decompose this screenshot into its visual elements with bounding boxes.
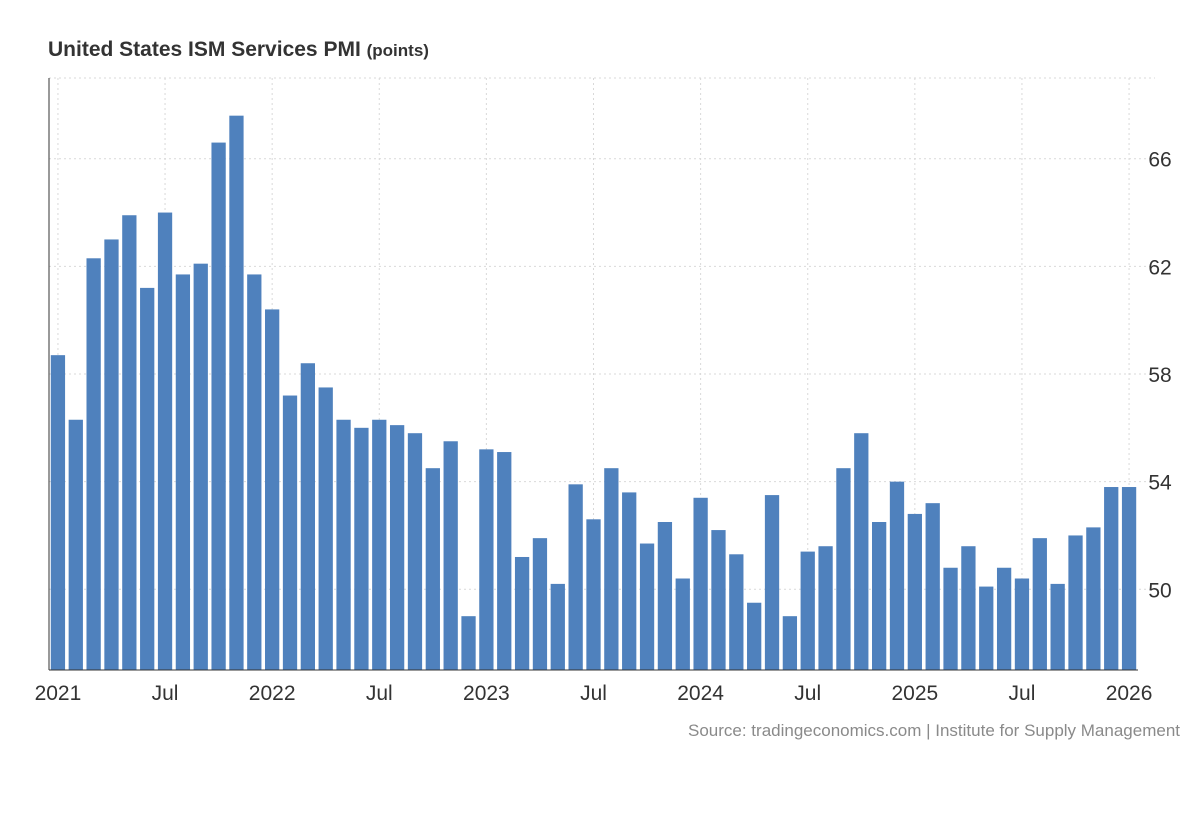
x-tick-label: Jul [1009, 682, 1036, 705]
bar: Jul 2025: 50.4 [1014, 578, 1030, 670]
bar: Dec 2024: 54 [889, 481, 905, 670]
x-tick-label: Jul [366, 682, 393, 705]
y-tick-label: 66 [1148, 149, 1171, 172]
bar: Jun 2021: 61.2 [140, 287, 155, 670]
bars: Jan 2021: 58.7Feb 2021: 56.3Mar 2021: 62… [50, 115, 1137, 671]
bar: Dec 2023: 50.4 [675, 578, 690, 670]
x-tick-label: 2026 [1106, 682, 1153, 705]
bar: Feb 2023: 55.1 [497, 452, 512, 670]
bar: Nov 2023: 52.5 [657, 522, 673, 670]
bar: Nov 2022: 55.5 [443, 441, 458, 670]
bar: Dec 2021: 61.7 [247, 274, 262, 670]
y-tick-label: 50 [1148, 579, 1171, 602]
bar: Jan 2025: 52.8 [907, 513, 922, 670]
bar: Aug 2021: 61.7 [175, 274, 191, 670]
bar: Aug 2025: 51.9 [1032, 538, 1047, 670]
x-tick-label: Jul [580, 682, 607, 705]
axes: 50 54 58 62 66 2021 Jul 2022 Jul 2023 Jul 2024 Jul 20… [35, 78, 1172, 705]
bar: Apr 2024: 49.5 [747, 602, 762, 670]
bar: Aug 2023: 54.5 [604, 468, 619, 670]
bar: Dec 2025: 53.8 [1104, 487, 1119, 670]
bar: Sep 2021: 62.1 [193, 263, 208, 670]
bar: Apr 2023: 51.9 [532, 538, 548, 670]
bar: Mar 2023: 51.2 [514, 556, 530, 670]
bar: Aug 2024: 51.6 [818, 546, 833, 670]
bar: Oct 2025: 52 [1068, 535, 1083, 670]
chart-title: United States ISM Services PMI (points) [48, 38, 429, 62]
bar: Jul 2021: 64 [157, 212, 173, 671]
x-tick-label: 2024 [677, 682, 724, 705]
x-tick-label: 2025 [891, 682, 938, 705]
bar: Jan 2021: 58.7 [50, 355, 66, 670]
bar: Oct 2023: 51.7 [639, 543, 655, 670]
y-tick-label: 62 [1148, 256, 1171, 279]
bar: Jun 2024: 49 [782, 616, 798, 670]
bar: Oct 2021: 66.6 [211, 142, 226, 670]
chart-title-text: United States ISM Services PMI [48, 38, 361, 61]
bar: Jan 2024: 53.4 [693, 497, 708, 670]
x-tick-label: 2023 [463, 682, 510, 705]
bar: Mar 2024: 51.3 [729, 554, 744, 670]
x-tick-label: 2021 [35, 682, 82, 705]
x-tick-label: Jul [152, 682, 179, 705]
bar: Feb 2024: 52.2 [711, 530, 726, 670]
bar: Mar 2025: 50.8 [943, 567, 958, 670]
bar: Jan 2026: 53.8 [1121, 487, 1137, 670]
bar: Jun 2025: 50.8 [996, 567, 1012, 670]
bar: Nov 2021: 67.6 [229, 115, 244, 671]
bar: Mar 2021: 62.3 [86, 258, 101, 670]
bar: Jan 2022: 60.4 [265, 309, 280, 670]
bar: Feb 2025: 53.2 [925, 503, 940, 670]
y-tick-label: 54 [1148, 472, 1172, 495]
bar: Nov 2025: 52.3 [1086, 527, 1101, 670]
bar: Jul 2024: 51.4 [800, 551, 815, 670]
bar: Jul 2023: 52.6 [586, 519, 601, 670]
bar: Apr 2022: 57.5 [318, 387, 333, 670]
bar: Jun 2023: 53.9 [568, 484, 583, 670]
bar: Jan 2023: 55.2 [479, 449, 494, 670]
bar-chart: Jan 2021: 58.7Feb 2021: 56.3Mar 2021: 62… [35, 77, 1172, 705]
bar: Oct 2024: 55.8 [854, 433, 869, 670]
bar: May 2022: 56.3 [336, 419, 351, 670]
bar: Sep 2024: 54.5 [836, 468, 851, 670]
x-tick-label: 2022 [249, 682, 296, 705]
y-tick-label: 58 [1148, 364, 1171, 387]
bar: May 2024: 53.5 [764, 495, 780, 670]
bar: Jun 2022: 56 [354, 427, 369, 670]
source-note: Source: tradingeconomics.com | Institute… [688, 721, 1180, 740]
bar: May 2025: 50.1 [979, 586, 994, 670]
bar: Jul 2022: 56.3 [372, 419, 387, 670]
bar: Apr 2021: 63 [104, 239, 119, 670]
bar: Aug 2022: 56.1 [389, 425, 405, 670]
bar: Sep 2022: 55.8 [407, 433, 423, 670]
bar: Apr 2025: 51.6 [961, 546, 976, 670]
x-tick-label: Jul [794, 682, 821, 705]
bar: Feb 2021: 56.3 [68, 419, 83, 670]
bar: Mar 2022: 58.4 [300, 363, 315, 670]
bar: May 2023: 50.2 [550, 583, 565, 670]
bar: Nov 2024: 52.5 [872, 522, 887, 670]
bar: Feb 2022: 57.2 [282, 395, 298, 670]
bar: May 2021: 63.9 [122, 215, 137, 671]
bar: Sep 2025: 50.2 [1050, 583, 1065, 670]
bar: Dec 2022: 49 [461, 616, 476, 670]
bar: Sep 2023: 53.6 [622, 492, 637, 670]
chart-unit: (points) [366, 41, 429, 60]
bar: Oct 2022: 54.5 [425, 468, 440, 670]
